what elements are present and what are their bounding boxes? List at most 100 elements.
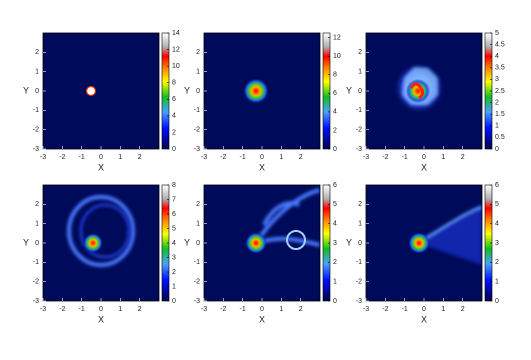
y-tick-label: -1: [194, 259, 200, 266]
x-tick-label: 0: [99, 306, 103, 313]
y-tick-label: -2: [33, 127, 39, 134]
y-tick-label: -3: [194, 146, 200, 153]
x-tick-label: -3: [40, 154, 46, 161]
colorbar-tick-label: 2: [495, 99, 499, 106]
y-tick-label: 0: [35, 240, 39, 247]
colorbar-tick-label: 1: [333, 279, 337, 286]
x-tick-label: -3: [201, 306, 207, 313]
x-tick-label: 2: [138, 306, 142, 313]
colorbar-tick-label: 8: [172, 182, 176, 189]
colorbar-tick-label: 4.5: [495, 41, 505, 48]
colorbar-tick-label: 3: [495, 76, 499, 83]
colorbar-tick-label: 0: [495, 146, 499, 153]
y-tick-label: 1: [358, 221, 362, 228]
colorbar-tick-label: 6: [333, 182, 337, 189]
x-tick-label: -1: [79, 154, 85, 161]
colorbar-tick-label: 2: [495, 259, 499, 266]
x-tick-label: 1: [279, 154, 283, 161]
x-tick-label: -2: [220, 154, 226, 161]
colorbar-tick-label: 4: [495, 221, 499, 228]
x-tick-label: -2: [220, 306, 226, 313]
colorbar-tick-label: 4: [172, 240, 176, 247]
x-tick-label: 1: [118, 154, 122, 161]
y-tick-label: -1: [33, 107, 39, 114]
y-tick-label: 0: [358, 88, 362, 95]
colorbar-tick-label: 0: [333, 146, 337, 153]
y-tick-label: -3: [356, 146, 362, 153]
colorbar-tick-label: 6: [172, 211, 176, 218]
y-tick-label: -2: [194, 279, 200, 286]
x-tick-label: 2: [461, 154, 465, 161]
colorbar-tick-label: 14: [172, 30, 180, 37]
colorbar-tick-label: 8: [333, 72, 337, 79]
y-tick-label: 2: [35, 201, 39, 208]
colorbar-tick-label: 0: [172, 298, 176, 305]
y-tick-label: -3: [33, 298, 39, 305]
field-image: [366, 185, 482, 301]
y-axis-label: Y: [346, 237, 352, 247]
colorbar-tick-label: 5: [333, 201, 337, 208]
colorbar-tick-label: 0.5: [495, 134, 505, 141]
colorbar-tick-label: 0: [495, 298, 499, 305]
colorbar-tick-label: 1: [495, 123, 499, 130]
colorbar-tick-label: 3: [333, 240, 337, 247]
colorbar: [322, 32, 331, 150]
colorbar-tick-label: 6: [495, 182, 499, 189]
colorbar-tick-label: 10: [333, 53, 341, 60]
colorbar-tick-label: 3: [495, 240, 499, 247]
x-tick-label: -3: [40, 306, 46, 313]
y-tick-label: 0: [196, 88, 200, 95]
x-tick-label: -2: [59, 154, 65, 161]
colorbar-tick-label: 4: [333, 109, 337, 116]
colorbar-tick-label: 10: [172, 63, 180, 70]
y-tick-label: -1: [194, 107, 200, 114]
colorbar-tick-label: 8: [172, 80, 176, 87]
x-axis-label: X: [259, 162, 265, 172]
x-tick-label: -1: [240, 306, 246, 313]
y-tick-label: -3: [33, 146, 39, 153]
x-tick-label: -2: [59, 306, 65, 313]
y-tick-label: 1: [196, 69, 200, 76]
x-axis-label: X: [259, 314, 265, 324]
y-axis-label: Y: [184, 85, 190, 95]
x-tick-label: -2: [382, 154, 388, 161]
colorbar-tick-label: 3: [172, 254, 176, 261]
colorbar-tick-label: 2: [172, 129, 176, 136]
colorbar: [161, 32, 170, 150]
y-tick-label: 1: [196, 221, 200, 228]
colorbar-tick-label: 6: [333, 90, 337, 97]
x-tick-label: 2: [138, 154, 142, 161]
x-tick-label: 0: [260, 306, 264, 313]
y-tick-label: 1: [358, 69, 362, 76]
colorbar-tick-label: 5: [495, 30, 499, 37]
x-tick-label: -3: [363, 306, 369, 313]
x-axis-label: X: [98, 314, 104, 324]
colorbar-tick-label: 3.5: [495, 65, 505, 72]
x-tick-label: -3: [201, 154, 207, 161]
x-tick-label: 1: [279, 306, 283, 313]
field-image: [204, 33, 320, 149]
x-tick-label: -1: [402, 306, 408, 313]
y-tick-label: 2: [196, 49, 200, 56]
y-tick-label: 2: [35, 49, 39, 56]
colorbar-tick-label: 4: [333, 221, 337, 228]
y-tick-label: 1: [35, 69, 39, 76]
y-tick-label: 1: [35, 221, 39, 228]
colorbar-tick-label: 2.5: [495, 88, 505, 95]
y-tick-label: 0: [196, 240, 200, 247]
colorbar-tick-label: 2: [333, 259, 337, 266]
colorbar-tick-label: 12: [172, 46, 180, 53]
colorbar-tick-label: 0: [172, 146, 176, 153]
colorbar-tick-label: 5: [495, 201, 499, 208]
x-axis-label: X: [421, 314, 427, 324]
y-tick-label: 2: [358, 201, 362, 208]
colorbar-tick-label: 1: [495, 279, 499, 286]
y-axis-label: Y: [346, 85, 352, 95]
x-tick-label: 0: [99, 154, 103, 161]
colorbar-tick-label: 6: [172, 96, 176, 103]
colorbar-tick-label: 1.5: [495, 111, 505, 118]
x-axis-label: X: [98, 162, 104, 172]
colorbar-tick-label: 2: [172, 269, 176, 276]
